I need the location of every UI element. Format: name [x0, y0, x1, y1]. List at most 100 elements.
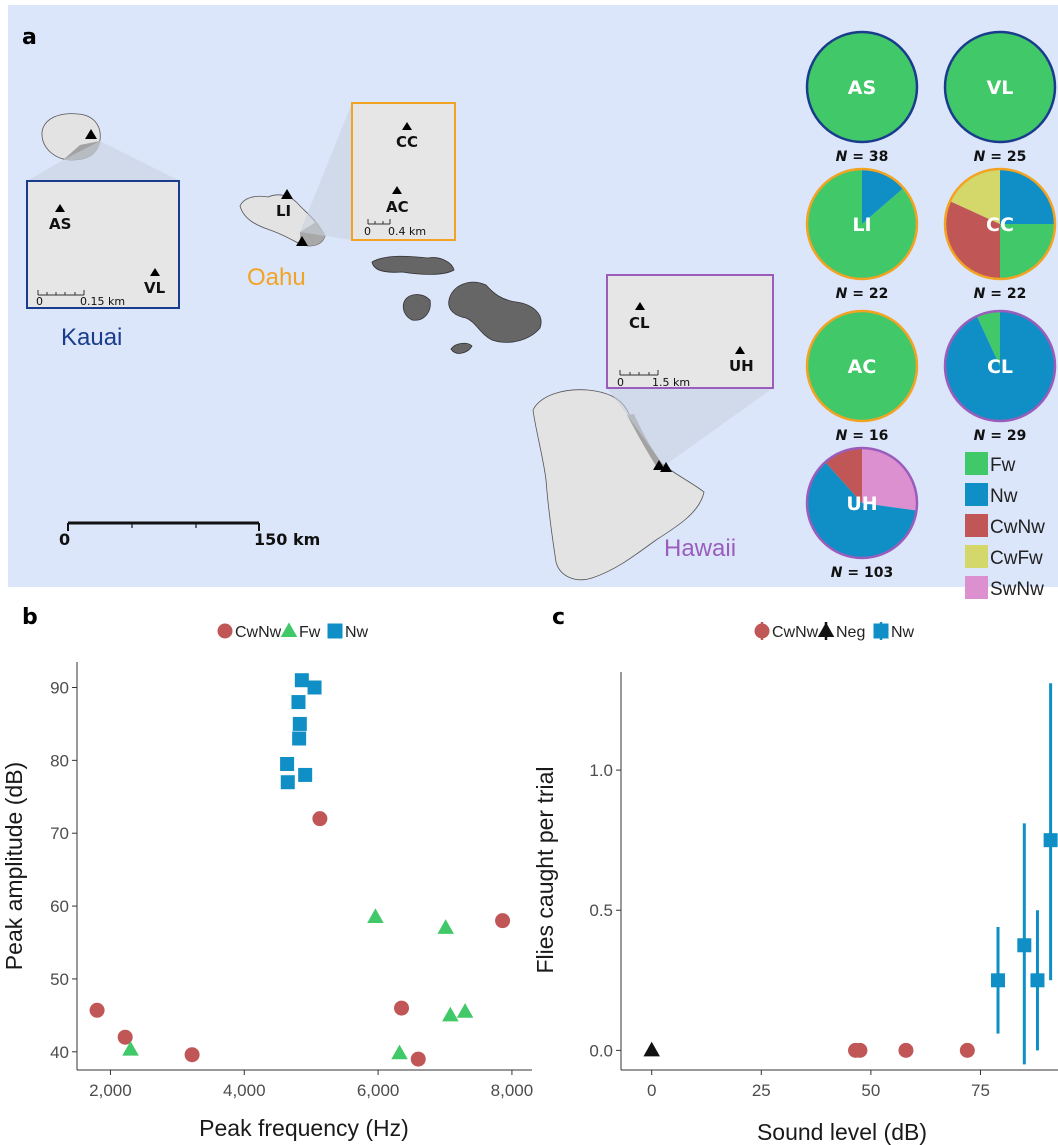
c-point-cwnw — [852, 1042, 868, 1058]
panel-label-c: c — [552, 605, 565, 630]
b-point-nw — [280, 757, 295, 771]
b-y-tick-label: 50 — [50, 970, 69, 989]
site-marker-ac — [392, 186, 402, 194]
legend-b: CwNw Fw Nw — [217, 622, 369, 641]
b-point-nw — [294, 673, 309, 688]
b-point-fw — [456, 1003, 474, 1018]
pie-cl: CL N = 29 — [943, 309, 1057, 444]
kauai-inset-connector — [27, 141, 180, 181]
pie-label-li: LI — [852, 214, 871, 236]
pie-ac: AC N = 16 — [805, 309, 919, 444]
b-point-fw — [442, 1006, 459, 1022]
site-label-cl: CL — [629, 314, 650, 332]
c-legend-label-cwnw: CwNw — [772, 624, 819, 641]
panel-label-b: b — [22, 605, 38, 630]
site-marker-hawaii-1 — [653, 460, 665, 470]
site-marker-uh — [735, 346, 745, 354]
b-y-tick-label: 40 — [50, 1043, 69, 1062]
site-marker-as — [55, 204, 65, 212]
panel-c: c CwNw Neg Nw 0 25 50 75 0.0 0.5 1.0 Sound level… — [532, 605, 1058, 1145]
b-legend-label-cwnw: CwNw — [235, 624, 282, 641]
main-scalebar-zero: 0 — [59, 530, 70, 549]
hawaii-inset-connector — [607, 388, 773, 466]
c-y-axis-title: Flies caught per trial — [532, 766, 558, 973]
pie-border-vl — [943, 30, 1057, 144]
site-marker-cc — [402, 122, 412, 130]
site-label-ac: AC — [386, 198, 409, 216]
kahoolawe-island — [450, 342, 473, 354]
legend-label-nw: Nw — [990, 486, 1018, 507]
b-point-nw — [307, 680, 322, 695]
kauai-inset — [26, 180, 180, 309]
c-y-tick-label: 0.5 — [589, 901, 613, 920]
b-y-tick-label: 70 — [50, 824, 69, 843]
pie-li: LI N = 22 — [805, 167, 919, 302]
pie-label-as: AS — [848, 77, 876, 99]
pie-border-cc — [943, 167, 1057, 281]
hawaii-scalebar — [619, 370, 659, 376]
c-y-tick-label: 1.0 — [589, 761, 613, 780]
hawaii-scalebar-label: 1.5 km — [652, 376, 690, 389]
site-marker-kauai — [85, 129, 97, 139]
b-point-cwnw — [117, 1029, 133, 1045]
kauai-scalebar-label: 0.15 km — [80, 295, 125, 308]
pie-charts: AS N = 38 VL N = 25 LI N = 22 CC N = 22 AC N = 16… — [805, 30, 1057, 581]
oahu-scalebar-zero: 0 — [364, 225, 371, 238]
b-y-axis-title: Peak amplitude (dB) — [1, 762, 27, 970]
pie-slice-cc-fw — [1000, 224, 1055, 279]
b-point-nw — [291, 695, 306, 710]
legend-swatch-cwfw — [965, 545, 988, 568]
pie-label-cl: CL — [987, 356, 1013, 378]
island-label-kauai: Kauai — [61, 324, 122, 351]
c-legend-key-cwnw — [754, 623, 770, 639]
c-x-axis-title: Sound level (dB) — [757, 1119, 927, 1145]
main-scalebar-label: 150 km — [254, 530, 320, 549]
site-label-uh: UH — [729, 357, 754, 375]
b-legend-label-fw: Fw — [299, 624, 321, 641]
pie-label-vl: VL — [987, 77, 1014, 99]
legend-swatch-fw — [965, 452, 988, 475]
pie-as: AS N = 38 — [805, 30, 919, 165]
panel-b: b CwNw Fw Nw 2,000 4,000 6,000 8,000 40 50 60 70 8… — [1, 605, 533, 1141]
panel-a-map: a AS VL 0 0.15 km Kauai LI Oahu CC AC — [8, 5, 1058, 600]
site-label-as: AS — [49, 215, 71, 233]
oahu-inset-connector — [300, 103, 352, 240]
c-data-points — [643, 683, 1058, 1065]
pie-label-ac: AC — [848, 356, 877, 378]
c-point-nw — [1043, 833, 1058, 848]
pie-slice-uh-swnw — [862, 448, 917, 511]
oahu-inset — [351, 102, 456, 241]
b-x-tick-label: 2,000 — [89, 1081, 132, 1100]
pie-border-cl — [943, 309, 1057, 423]
b-y-tick-label: 90 — [50, 679, 69, 698]
b-point-nw — [292, 731, 307, 746]
b-point-nw — [292, 716, 307, 731]
c-legend-key-nw — [873, 623, 889, 639]
pie-n-uh: N = 103 — [831, 565, 893, 581]
c-x-tick-label: 25 — [752, 1081, 771, 1100]
pie-vl: VL N = 25 — [943, 30, 1057, 165]
c-point-nw — [991, 973, 1006, 988]
b-data-points — [89, 673, 511, 1067]
hawaii-inset — [606, 274, 774, 389]
b-x-tick-label: 4,000 — [223, 1081, 266, 1100]
c-point-neg — [643, 1041, 660, 1057]
pie-slice-ac-fw — [807, 311, 917, 421]
c-point-cwnw — [898, 1042, 914, 1058]
site-marker-vl — [150, 268, 160, 276]
hawaii-scalebar-zero: 0 — [617, 376, 624, 389]
legend-c: CwNw Neg Nw — [754, 622, 915, 641]
oahu-scalebar-label: 0.4 km — [388, 225, 426, 238]
maui-island — [448, 281, 542, 343]
b-legend-key-nw — [327, 623, 343, 639]
legend-label-swnw: SwNw — [990, 579, 1044, 600]
hawaii-island — [532, 389, 705, 581]
b-x-tick-label: 6,000 — [357, 1081, 400, 1100]
legend-label-cwnw: CwNw — [990, 517, 1045, 538]
pie-n-cc: N = 22 — [974, 286, 1027, 302]
c-x-tick-label: 50 — [861, 1081, 880, 1100]
pie-border-uh — [805, 446, 919, 560]
b-point-cwnw — [495, 913, 511, 929]
site-label-vl: VL — [144, 279, 166, 297]
b-point-nw — [280, 775, 295, 790]
